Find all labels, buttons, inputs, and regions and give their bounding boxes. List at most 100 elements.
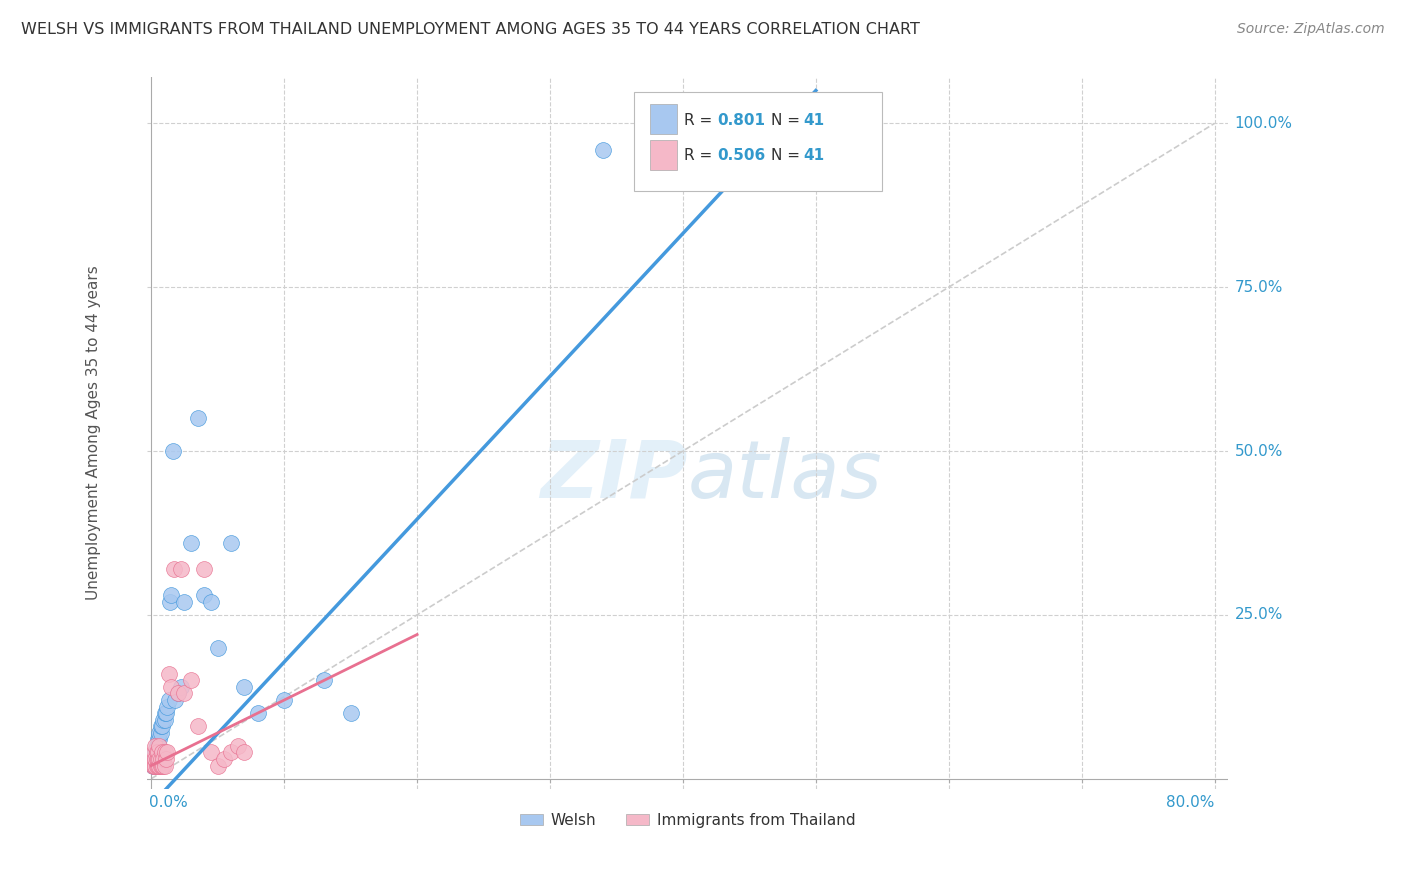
Point [146, 752, 169, 766]
Point [149, 726, 172, 740]
Point [143, 758, 166, 772]
Point [645, 143, 668, 157]
Point [672, 143, 695, 157]
Point [153, 758, 176, 772]
Point [200, 595, 222, 609]
Point [143, 739, 166, 753]
Point [153, 706, 176, 721]
Point [219, 746, 242, 760]
Point [142, 746, 165, 760]
Point [592, 143, 614, 157]
Point [156, 699, 179, 714]
Point [180, 535, 202, 549]
Text: 100.0%: 100.0% [1234, 116, 1292, 131]
Point [142, 758, 165, 772]
Point [152, 752, 174, 766]
Text: WELSH VS IMMIGRANTS FROM THAILAND UNEMPLOYMENT AMONG AGES 35 TO 44 YEARS CORRELA: WELSH VS IMMIGRANTS FROM THAILAND UNEMPL… [21, 22, 920, 37]
Point [165, 693, 187, 707]
Point [160, 588, 183, 602]
Point [273, 693, 295, 707]
Text: Unemployment Among Ages 35 to 44 years: Unemployment Among Ages 35 to 44 years [86, 266, 101, 600]
Point [187, 411, 209, 425]
Text: atlas: atlas [688, 437, 883, 515]
Point [312, 673, 335, 688]
Point [155, 706, 177, 721]
Point [142, 752, 165, 766]
Point [146, 758, 169, 772]
Point [143, 746, 166, 760]
Point [152, 758, 174, 772]
Point [193, 562, 215, 576]
Point [148, 732, 170, 747]
Point [148, 758, 170, 772]
Text: 25.0%: 25.0% [1234, 607, 1282, 623]
Point [159, 595, 181, 609]
Point [169, 562, 191, 576]
Point [339, 706, 361, 721]
Point [153, 713, 176, 727]
Point [207, 758, 229, 772]
Text: Source: ZipAtlas.com: Source: ZipAtlas.com [1237, 22, 1385, 37]
Text: 0.506: 0.506 [717, 148, 765, 163]
FancyBboxPatch shape [634, 92, 882, 191]
Text: 0.0%: 0.0% [149, 795, 187, 810]
Point [146, 739, 169, 753]
Text: R =: R = [685, 148, 717, 163]
Point [187, 719, 209, 733]
Bar [650, 104, 676, 135]
Point [226, 739, 249, 753]
Text: R =: R = [685, 112, 717, 128]
Point [233, 746, 256, 760]
Point [180, 673, 202, 688]
Point [150, 746, 173, 760]
Point [150, 758, 173, 772]
Text: 41: 41 [803, 112, 824, 128]
Point [149, 719, 172, 733]
Point [169, 680, 191, 694]
Point [152, 713, 174, 727]
Point [156, 746, 179, 760]
Point [148, 752, 170, 766]
Legend: Welsh, Immigrants from Thailand: Welsh, Immigrants from Thailand [513, 807, 862, 834]
Point [193, 588, 215, 602]
Point [173, 595, 195, 609]
Point [246, 706, 269, 721]
Point [146, 732, 169, 747]
Point [146, 746, 169, 760]
Point [142, 758, 165, 772]
Bar [650, 140, 676, 169]
Text: N =: N = [770, 112, 804, 128]
Point [173, 686, 195, 700]
Point [145, 758, 167, 772]
Point [163, 562, 186, 576]
Point [214, 752, 236, 766]
Text: 0.801: 0.801 [717, 112, 765, 128]
Point [157, 693, 180, 707]
Point [145, 746, 167, 760]
Point [150, 719, 173, 733]
Point [200, 746, 222, 760]
Point [143, 752, 166, 766]
Point [219, 535, 242, 549]
Point [149, 752, 172, 766]
Point [166, 686, 188, 700]
Text: N =: N = [770, 148, 804, 163]
Point [142, 758, 165, 772]
Point [153, 746, 176, 760]
Point [207, 640, 229, 655]
Point [145, 746, 167, 760]
Point [143, 752, 166, 766]
Point [148, 739, 170, 753]
Point [142, 752, 165, 766]
Point [157, 666, 180, 681]
Point [160, 680, 183, 694]
Point [148, 726, 170, 740]
Point [145, 739, 167, 753]
Point [142, 758, 165, 772]
Point [145, 752, 167, 766]
Point [166, 686, 188, 700]
Text: 80.0%: 80.0% [1166, 795, 1215, 810]
Text: 50.0%: 50.0% [1234, 443, 1282, 458]
Text: ZIP: ZIP [540, 437, 688, 515]
Text: 41: 41 [803, 148, 824, 163]
